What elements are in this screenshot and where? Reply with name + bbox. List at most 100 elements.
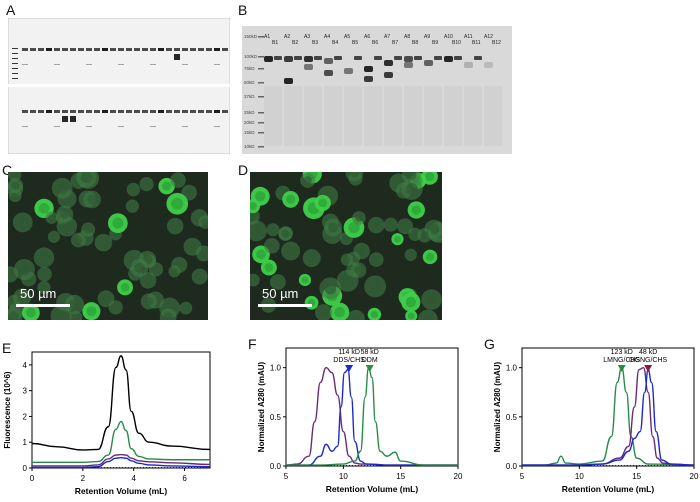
blot-band xyxy=(118,48,124,51)
gel-lane-label: A1 xyxy=(264,34,270,40)
gel-band xyxy=(364,66,373,72)
gel-marker-label: 75kD xyxy=(244,66,255,71)
blot-band xyxy=(62,48,68,51)
blot-band xyxy=(182,48,188,51)
gel-band xyxy=(284,78,293,84)
x-tick-label: 4 xyxy=(131,474,136,483)
x-tick-label: 15 xyxy=(396,472,405,481)
series-line-2 xyxy=(32,420,210,464)
gel-band xyxy=(484,62,493,68)
gel-lane-label: B10 xyxy=(452,40,461,46)
panel-label-g: G xyxy=(484,336,495,352)
blot-band xyxy=(206,48,212,51)
gel-band xyxy=(264,56,273,62)
y-tick-label: 1 xyxy=(23,438,28,447)
gel-band xyxy=(444,56,453,62)
panel-label-e: E xyxy=(2,340,12,356)
annotation-label: DDM xyxy=(362,357,378,364)
chart-g-sec: 5 10 15 20 0.0 0.5 1.0 Retention Volume (mL) Nor… xyxy=(493,347,699,494)
gel-lane-label: A2 xyxy=(284,34,290,40)
x-tick-label: 6 xyxy=(182,474,187,483)
y-tick-label: 0.0 xyxy=(506,462,518,471)
blot-band xyxy=(158,48,164,51)
gel-band xyxy=(424,60,433,66)
blot-band xyxy=(126,48,132,51)
gel-lane-label: A6 xyxy=(364,34,370,40)
gel-band xyxy=(394,56,402,60)
x-tick-label: 5 xyxy=(520,472,525,481)
x-axis-label: Retention Volume (mL) xyxy=(326,484,419,494)
plot-frame xyxy=(521,347,695,467)
blot-band xyxy=(30,48,36,51)
gel-lane-label: B7 xyxy=(392,40,398,46)
annotation-marker xyxy=(345,365,354,372)
x-tick-label: 5 xyxy=(284,472,289,481)
blot-band xyxy=(166,48,172,51)
blot-band xyxy=(166,110,172,113)
gel-marker-label: 20kD xyxy=(244,120,255,125)
gel-band xyxy=(324,58,333,64)
series-line-1 xyxy=(285,366,458,466)
gel-lane-label: A8 xyxy=(404,34,410,40)
gel-band xyxy=(334,56,342,60)
blot-band xyxy=(190,48,196,51)
blot-band xyxy=(94,110,100,113)
blot-band xyxy=(206,110,212,113)
gel-marker-label: 37kD xyxy=(244,94,255,99)
gel-band xyxy=(414,56,422,60)
gel-lane-label: A11 xyxy=(464,34,473,40)
gel-band xyxy=(314,56,322,60)
gel-lane-label: B2 xyxy=(292,40,298,46)
series-line-1 xyxy=(522,366,695,466)
gel-band xyxy=(294,56,302,60)
panel-label-f: F xyxy=(248,336,257,352)
chart-f-sec: 5 10 15 20 0.0 0.5 1.0 Retention Volume (mL) Nor… xyxy=(257,347,463,494)
x-tick-label: 2 xyxy=(81,474,86,483)
blot-band xyxy=(142,110,148,113)
gel-lane-label: B6 xyxy=(372,40,378,46)
x-tick-label: 20 xyxy=(454,472,463,481)
blot-band xyxy=(46,48,52,51)
series-line-4 xyxy=(31,456,211,469)
gel-band xyxy=(354,56,362,60)
x-axis-label: Retention Volume (mL) xyxy=(75,486,168,496)
blot-band xyxy=(174,48,180,51)
gel-band xyxy=(274,56,282,60)
gel-lane-label: B3 xyxy=(312,40,318,46)
annotation-marker xyxy=(617,365,626,372)
y-tick-label: 1.0 xyxy=(270,364,282,373)
gel-lane-label: A10 xyxy=(444,34,453,40)
blot-band xyxy=(150,48,156,51)
blot-band xyxy=(70,110,76,113)
annotation-label: 123 kD xyxy=(611,349,633,356)
x-axis-label: Retention Volume (mL) xyxy=(562,484,655,494)
series-line-1 xyxy=(31,355,211,451)
blot-band xyxy=(22,110,28,113)
blot-band xyxy=(198,110,204,113)
blot-band xyxy=(22,48,28,51)
panel-label-b: B xyxy=(238,2,248,18)
gel-band xyxy=(344,68,353,74)
blot-band xyxy=(150,110,156,113)
gel-lane-label: B1 xyxy=(272,40,278,46)
gel-marker-label: 100kD xyxy=(244,54,258,59)
blot-band xyxy=(86,110,92,113)
blot-band xyxy=(222,110,228,113)
gel-marker-label: 25kD xyxy=(244,110,255,115)
gel-lane-label: B4 xyxy=(332,40,338,46)
plot-frame xyxy=(285,347,459,467)
western-blot-a xyxy=(8,18,230,154)
y-axis-label: Normalized A280 (mAU) xyxy=(493,361,502,452)
blot-band xyxy=(86,48,92,51)
series-line-2 xyxy=(522,366,695,466)
annotation-marker xyxy=(365,365,374,372)
annotation-label: 48 kD xyxy=(639,349,657,356)
blot-band xyxy=(110,110,116,113)
blot-band xyxy=(102,110,108,113)
plot-frame xyxy=(31,351,211,469)
gel-band xyxy=(434,56,442,60)
gel-band xyxy=(284,56,293,62)
gel-lane-label: A3 xyxy=(304,34,310,40)
blot-band xyxy=(94,48,100,51)
blot-band xyxy=(134,110,140,113)
